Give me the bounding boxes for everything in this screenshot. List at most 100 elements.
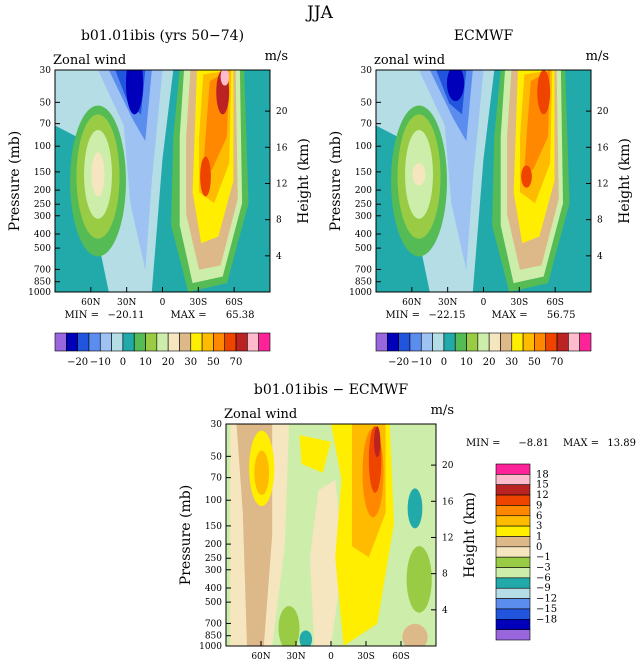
y-tick-label: 1000: [28, 288, 51, 298]
colorbar-swatch: [258, 332, 271, 352]
y-tick-label: 700: [355, 265, 372, 275]
colorbar-label: 70: [551, 357, 564, 368]
colorbar-swatch: [488, 332, 501, 352]
height-tick-label: 4: [442, 606, 448, 616]
colorbar-label: 0: [120, 357, 126, 368]
y-tick-label: 200: [34, 186, 51, 196]
y-tick-label: 100: [34, 142, 51, 152]
colorbar: −20 −10 0 10 20 30 50 70: [375, 332, 592, 368]
y-tick-label: 400: [205, 584, 222, 594]
y-tick-label: 250: [355, 200, 372, 210]
contour-band: [299, 435, 331, 473]
colorbar-label: 70: [230, 357, 243, 368]
x-tick-label: 0: [160, 298, 166, 308]
colorbar-swatch: [495, 505, 531, 517]
colorbar-swatch: [454, 332, 467, 352]
contour-band: [402, 623, 428, 646]
min-label: MIN =: [65, 310, 100, 321]
colorbar-swatch: [190, 332, 203, 352]
colorbar-swatch: [375, 332, 388, 352]
colorbar-swatch: [466, 332, 479, 352]
colorbar-swatch: [443, 332, 456, 352]
colorbar-swatch: [495, 587, 531, 599]
colorbar-label: 30: [184, 357, 197, 368]
colorbar-label: −10: [411, 357, 432, 368]
contour-field: [55, 70, 270, 292]
x-tick-label: 0: [481, 298, 487, 308]
colorbar-swatch: [167, 332, 180, 352]
contour-band: [310, 479, 344, 646]
colorbar-swatch: [495, 618, 531, 630]
colorbar-swatch: [495, 515, 531, 527]
y-tick-label: 150: [205, 522, 222, 532]
colorbar-swatch: [534, 332, 547, 352]
contour-band: [299, 630, 313, 646]
y-tick-label: 700: [34, 265, 51, 275]
max-label: MAX =: [171, 310, 207, 321]
max-label: MAX =: [563, 438, 599, 449]
height-tick-label: 16: [597, 143, 609, 153]
contour-band: [235, 225, 270, 292]
height-tick-label: 8: [276, 216, 282, 226]
colorbar-label: 50: [207, 357, 220, 368]
colorbar-swatch: [432, 332, 445, 352]
height-tick-label: 16: [276, 143, 288, 153]
y-tick-label: 50: [40, 98, 52, 108]
x-tick-label: 60S: [392, 652, 410, 662]
colorbar-swatch: [145, 332, 158, 352]
colorbar-label: −10: [90, 357, 111, 368]
height-tick-label: 4: [276, 252, 282, 262]
y-tick-label: 300: [355, 212, 372, 222]
colorbar-label: 15: [536, 480, 549, 491]
x-tick-label: 60N: [251, 652, 270, 662]
panel-title: ECMWF: [454, 28, 514, 44]
colorbar-swatch: [495, 567, 531, 579]
x-tick-label: 60N: [81, 298, 100, 308]
y-axis-title-right: Height (km): [462, 492, 478, 578]
page-title: JJA: [305, 3, 334, 23]
y-tick-label: 500: [34, 244, 51, 254]
colorbar-label: 18: [536, 469, 549, 480]
y-tick-label: 850: [205, 632, 222, 642]
y-axis-title-right: Height (km): [617, 138, 633, 224]
y-tick-label: 200: [355, 186, 372, 196]
y-tick-label: 100: [355, 142, 372, 152]
colorbar-swatch: [54, 332, 67, 352]
colorbar-label: 0: [536, 542, 542, 553]
panel-model: b01.01ibis (yrs 50−74) Zonal wind m/s 30 50 7…: [7, 28, 312, 368]
colorbar-swatch: [511, 332, 524, 352]
colorbar-swatch: [387, 332, 399, 352]
height-tick-label: 20: [442, 461, 454, 471]
contour-band: [412, 163, 426, 186]
colorbar-label: 10: [460, 357, 473, 368]
colorbar-swatch: [568, 332, 580, 352]
colorbar-swatch: [556, 332, 569, 352]
colorbar-swatch: [122, 332, 135, 352]
y-tick-label: 250: [34, 200, 51, 210]
colorbar-swatch: [495, 598, 531, 610]
contour-band: [556, 225, 591, 292]
x-tick-label: 30N: [117, 298, 136, 308]
colorbar-swatch: [99, 332, 112, 352]
colorbar-label: 20: [162, 357, 175, 368]
height-tick-label: 8: [442, 570, 448, 580]
y-axis-title: Pressure (mb): [7, 131, 23, 231]
colorbar: −20 −10 0 10 20 30 50 70: [54, 332, 271, 368]
contour-band: [537, 70, 551, 115]
height-tick-label: 12: [276, 179, 287, 189]
max-value: 13.89: [607, 438, 636, 449]
y-tick-label: 850: [355, 278, 372, 288]
max-value: 65.38: [226, 310, 255, 321]
x-tick-label: 30S: [190, 298, 208, 308]
y-tick-label: 70: [40, 120, 52, 130]
y-tick-label: 150: [34, 168, 51, 178]
panel-title: b01.01ibis (yrs 50−74): [81, 28, 244, 44]
contour-band: [446, 70, 465, 102]
colorbar-swatch: [133, 332, 146, 352]
colorbar-label: 30: [505, 357, 518, 368]
colorbar-label: −18: [536, 614, 557, 625]
y-tick-label: 150: [355, 168, 372, 178]
colorbar-label: −12: [536, 594, 557, 605]
